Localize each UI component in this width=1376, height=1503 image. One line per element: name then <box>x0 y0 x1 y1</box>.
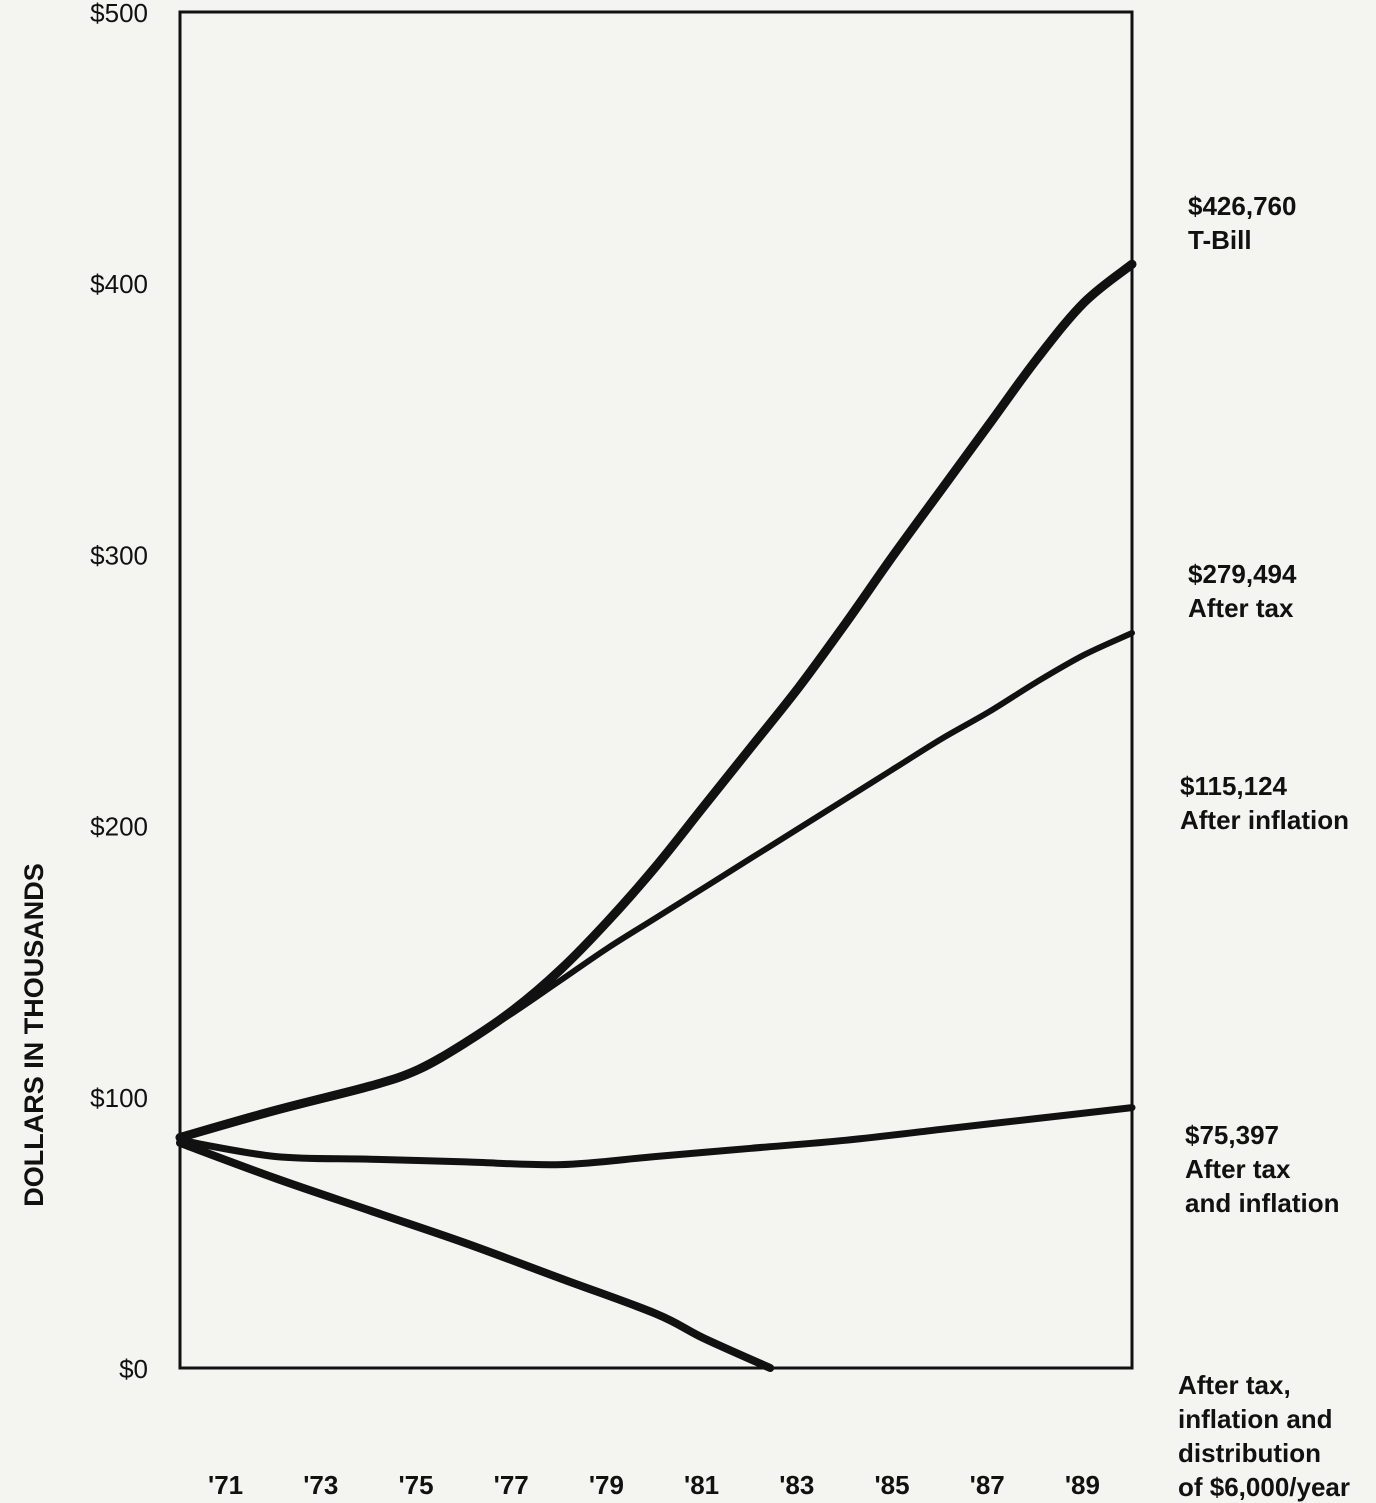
series-end-labels: $426,760 T-Bill $279,494 After tax $115,124 A… <box>1178 191 1350 1502</box>
series-lines <box>175 259 1137 1372</box>
y-tick-label: $500 <box>90 0 148 28</box>
plot-frame <box>178 10 1134 1370</box>
x-tick-label: '81 <box>684 1470 719 1500</box>
end-label-value: $279,494 <box>1188 559 1297 589</box>
y-axis-ticks: $0 $100 $200 $300 $400 $500 <box>90 0 148 1384</box>
end-label-0: $426,760 T-Bill <box>1188 191 1296 255</box>
x-tick-label: '73 <box>303 1470 338 1500</box>
x-tick-label: '87 <box>970 1470 1005 1500</box>
y-tick-label: $0 <box>119 1354 148 1384</box>
series-line-after-tax <box>177 630 1135 1141</box>
end-label-value: $426,760 <box>1188 191 1296 221</box>
end-label-2: $115,124 After inflation <box>1180 771 1349 835</box>
end-label-3: $75,397 After tax and inflation <box>1185 1120 1340 1218</box>
x-tick-label: '83 <box>779 1470 814 1500</box>
x-tick-label: '85 <box>874 1470 909 1500</box>
end-label-value: $75,397 <box>1185 1120 1279 1150</box>
series-line-after-inflation <box>176 1104 1136 1169</box>
end-label-1: $279,494 After tax <box>1188 559 1297 623</box>
y-tick-label: $400 <box>90 269 148 299</box>
end-label-text: After tax <box>1188 593 1294 623</box>
end-label-text: distribution <box>1178 1438 1321 1468</box>
x-tick-label: '89 <box>1065 1470 1100 1500</box>
end-label-value: $115,124 <box>1180 771 1288 801</box>
end-label-4: After tax, inflation and distribution of $6… <box>1178 1370 1350 1502</box>
x-tick-label: '71 <box>208 1470 243 1500</box>
series-line-tbill <box>175 259 1137 1142</box>
end-label-text: and inflation <box>1185 1188 1340 1218</box>
x-tick-label: '75 <box>398 1470 433 1500</box>
end-label-text: of $6,000/year <box>1178 1472 1350 1502</box>
series-line-after-tax-inflation-distribution <box>176 1138 775 1372</box>
x-tick-label: '77 <box>494 1470 529 1500</box>
y-tick-label: $200 <box>90 812 148 842</box>
x-axis-ticks: '71 '73 '75 '77 '79 '81 '83 '85 '87 '89 <box>208 1470 1100 1500</box>
end-label-text: After tax, <box>1178 1370 1291 1400</box>
y-axis-title: DOLLARS IN THOUSANDS <box>19 863 49 1207</box>
end-label-text: inflation and <box>1178 1404 1333 1434</box>
y-tick-label: $100 <box>90 1083 148 1113</box>
x-tick-label: '79 <box>589 1470 624 1500</box>
end-label-text: T-Bill <box>1188 225 1252 255</box>
end-label-text: After tax <box>1185 1154 1291 1184</box>
end-label-text: After inflation <box>1180 805 1349 835</box>
y-tick-label: $300 <box>90 540 148 570</box>
